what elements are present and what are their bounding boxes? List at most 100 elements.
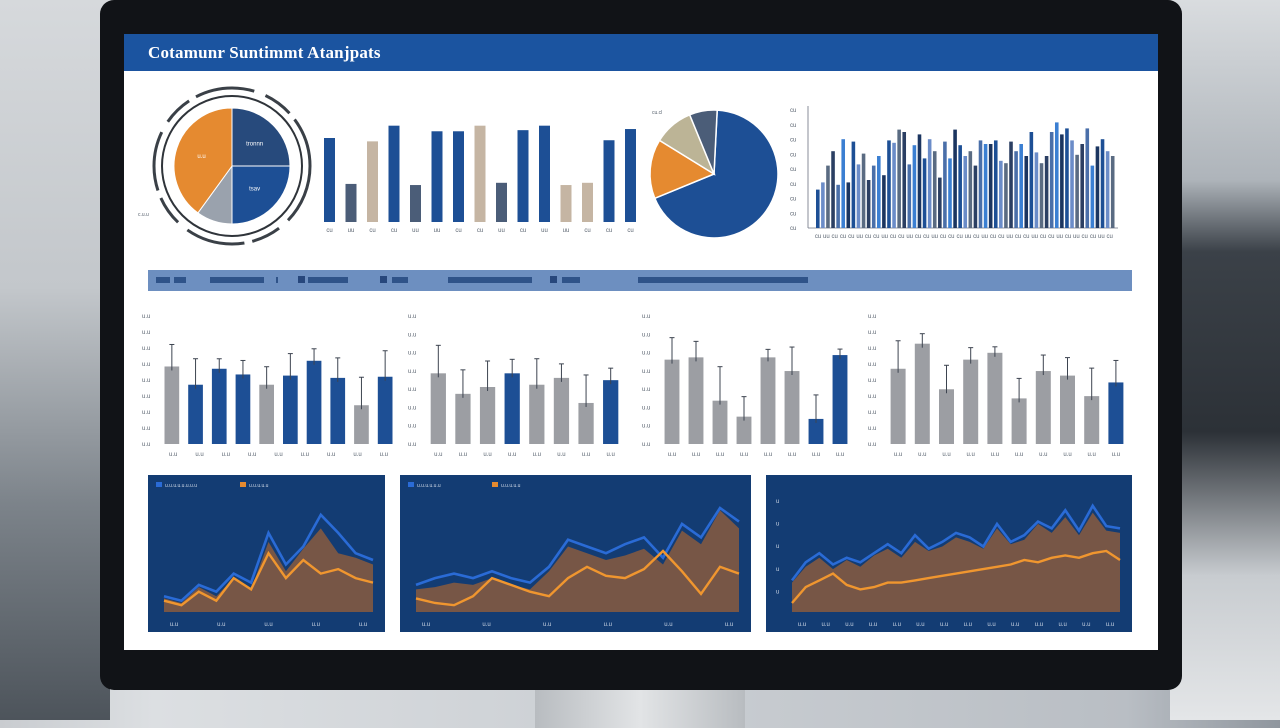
filter-chip[interactable]: [298, 276, 305, 283]
filter-bar[interactable]: [148, 270, 1132, 291]
x-tick-label: cu: [873, 234, 879, 240]
filter-chip[interactable]: [550, 276, 557, 283]
bar: [539, 125, 550, 222]
pie-chart: cu.cl: [649, 109, 779, 239]
y-tick-label: cu: [790, 123, 796, 129]
bar: [983, 144, 988, 228]
bar: [688, 357, 704, 444]
bar: [283, 375, 298, 444]
y-tick-label: u.u: [408, 351, 416, 357]
bar: [912, 145, 917, 228]
x-tick-label: u.u: [1106, 622, 1114, 628]
x-tick-label: cu: [990, 234, 996, 240]
bar: [560, 185, 572, 222]
x-tick-label: u.u: [327, 452, 335, 458]
orange-line-series: [163, 550, 374, 607]
y-tick-label: cu: [790, 226, 796, 232]
x-tick-label: u.u: [987, 622, 995, 628]
bar: [345, 183, 357, 222]
blue-line-series: [415, 506, 740, 587]
x-tick-label: cu: [815, 234, 821, 240]
bar: [1004, 163, 1008, 228]
bar-tick-label: cu: [584, 228, 590, 234]
bar: [354, 405, 369, 444]
filter-chip[interactable]: [380, 276, 387, 283]
x-tick-label: uu: [1073, 234, 1080, 240]
x-tick-label: uu: [906, 234, 913, 240]
background-left: [0, 0, 110, 720]
x-tick-label: cu: [898, 234, 904, 240]
bar: [1029, 132, 1034, 228]
bar-tick-label: cu: [477, 228, 483, 234]
bar: [1044, 156, 1049, 228]
bar: [922, 158, 927, 228]
x-tick-label: u.u: [918, 452, 926, 458]
bar-tick-label: uu: [541, 228, 548, 234]
bar: [866, 180, 871, 228]
legend-label: u.u.u.u.u: [501, 483, 521, 489]
x-tick-label: u.u: [964, 622, 972, 628]
error-bar-chart-3: u.u u.u u.u u.u u.u u.u u.u u.u u.u u.u u.u u.u u.u u…: [642, 314, 848, 458]
x-tick-label: u.u: [788, 452, 796, 458]
bar: [978, 140, 983, 228]
bar: [836, 184, 840, 228]
bar: [496, 182, 507, 222]
bar: [474, 125, 486, 222]
bar: [826, 165, 830, 228]
x-tick-label: u.u: [716, 452, 724, 458]
bar: [887, 140, 891, 228]
x-tick-label: u.u: [169, 452, 177, 458]
bar: [1095, 146, 1100, 228]
x-tick-label: uu: [1006, 234, 1013, 240]
bar: [603, 380, 619, 444]
x-tick-label: cu: [940, 234, 946, 240]
donut-side-label: c.u.u: [138, 212, 149, 218]
legend-swatch: [156, 482, 162, 487]
x-tick-label: u.u: [822, 622, 830, 628]
x-tick-label: u.u: [940, 622, 948, 628]
bar: [784, 371, 800, 444]
bar: [479, 387, 496, 444]
y-tick-label: u.u: [642, 424, 650, 430]
pie-slice: [653, 109, 779, 239]
bar: [1034, 152, 1039, 228]
x-tick-label: cu: [956, 234, 962, 240]
bar: [938, 177, 942, 228]
y-tick-label: u.u: [868, 394, 876, 400]
bar: [553, 377, 570, 444]
x-tick-label: u.u: [533, 452, 541, 458]
blue-line-series: [790, 503, 1121, 582]
legend-swatch: [240, 482, 246, 487]
x-tick-label: u.u: [248, 452, 256, 458]
pie-slice: [688, 109, 718, 175]
x-tick-label: u.u: [222, 452, 230, 458]
x-tick-label: u.u: [607, 452, 615, 458]
x-tick-label: u.u: [942, 452, 950, 458]
bar: [388, 125, 400, 222]
bar: [259, 384, 274, 444]
dashboard-screen: Cotamunr Suntimmt Atanjpats tronnn tsav u.…: [124, 34, 1158, 650]
area-line-chart-2: u.u.u.u.u.u u.u.u.u.u u.u u.u u.u u.u u.u u.u: [408, 482, 740, 628]
bar: [892, 142, 896, 228]
y-tick-label: cu: [790, 152, 796, 158]
bar: [993, 140, 998, 228]
bar: [1060, 134, 1064, 228]
y-tick-label: u.u: [142, 442, 150, 448]
bar: [1070, 140, 1074, 228]
bar: [861, 153, 866, 228]
bar: [324, 138, 335, 222]
x-tick-label: u.u: [353, 452, 361, 458]
bar: [973, 165, 978, 228]
donut-outer-ring: [152, 86, 312, 246]
x-tick-label: cu: [1023, 234, 1029, 240]
bar: [603, 140, 615, 222]
x-tick-label: u.u: [1112, 452, 1120, 458]
bar: [821, 182, 825, 228]
x-tick-label: u.u: [893, 622, 901, 628]
bar: [963, 359, 979, 444]
bar: [816, 189, 820, 228]
x-tick-label: u.u: [543, 622, 551, 628]
bar: [1108, 382, 1124, 444]
donut-segment-label: tronnn: [246, 141, 263, 147]
x-tick-label: u.u: [740, 452, 748, 458]
